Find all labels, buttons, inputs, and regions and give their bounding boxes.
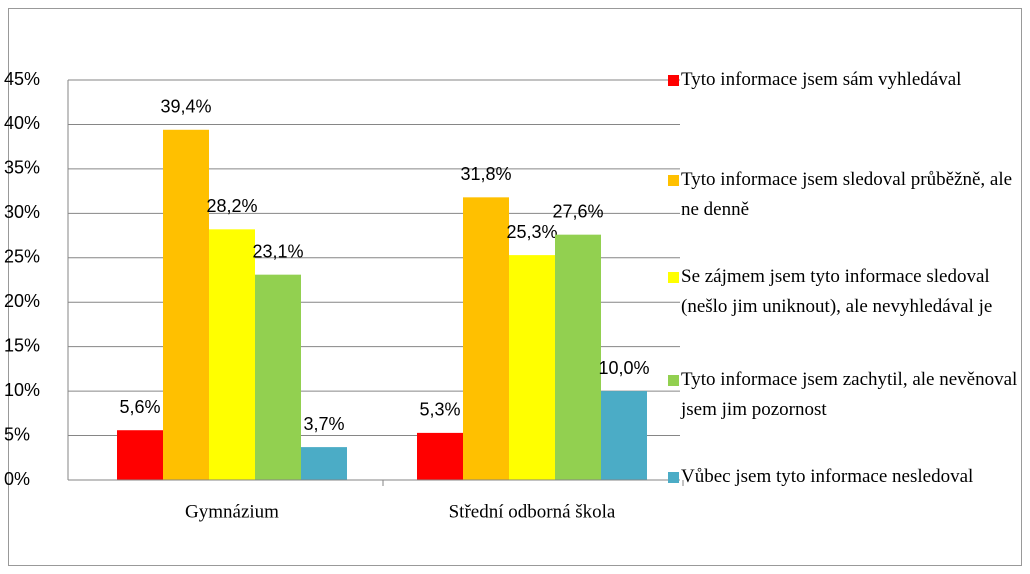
y-tick-label: 45%	[4, 69, 40, 89]
y-tick-label: 35%	[4, 158, 40, 178]
y-tick-label: 40%	[4, 113, 40, 133]
y-tick-label: 0%	[4, 469, 30, 489]
bar	[463, 197, 509, 481]
bar	[163, 129, 209, 480]
value-label: 10,0%	[598, 358, 649, 378]
value-label: 31,8%	[460, 164, 511, 184]
legend-label: Tyto informace jsem zachytil, ale nevěno…	[681, 369, 1018, 420]
value-label: 39,4%	[160, 97, 211, 117]
value-label: 5,3%	[419, 400, 460, 420]
value-label: 25,3%	[506, 222, 557, 242]
y-tick-label: 5%	[4, 424, 30, 444]
value-label: 3,7%	[303, 414, 344, 434]
value-label: 5,6%	[119, 397, 160, 417]
legend-entry: Tyto informace jsem zachytil, ale nevěno…	[668, 365, 1023, 425]
bar	[601, 391, 647, 480]
y-tick-label: 25%	[4, 247, 40, 267]
legend-entry: Tyto informace jsem sledoval průběžně, a…	[668, 165, 1023, 225]
legend-label: Tyto informace jsem sledoval průběžně, a…	[681, 169, 1013, 220]
y-tick-label: 10%	[4, 380, 40, 400]
legend-entry: Se zájmem jsem tyto informace sledoval (…	[668, 262, 1023, 322]
bar	[301, 447, 347, 480]
legend-entry: Tyto informace jsem sám vyhledával	[668, 65, 1023, 95]
legend-swatch	[668, 272, 679, 283]
legend-swatch	[668, 75, 679, 86]
legend-entry: Vůbec jsem tyto informace nesledoval	[668, 462, 1023, 492]
y-tick-label: 20%	[4, 291, 40, 311]
bar	[555, 234, 601, 480]
legend-swatch	[668, 175, 679, 186]
bar	[117, 430, 163, 480]
x-tick-label: Střední odborná škola	[449, 501, 616, 522]
value-label: 28,2%	[206, 196, 257, 216]
bar	[417, 432, 463, 480]
legend-label: Vůbec jsem tyto informace nesledoval	[681, 466, 974, 487]
chart-border	[8, 8, 1022, 566]
value-label: 27,6%	[552, 201, 603, 221]
legend-label: Tyto informace jsem sám vyhledával	[681, 69, 962, 90]
legend-label: Se zájmem jsem tyto informace sledoval (…	[681, 266, 993, 317]
bar	[509, 255, 555, 480]
y-tick-label: 30%	[4, 202, 40, 222]
legend-swatch	[668, 375, 679, 386]
bar	[209, 229, 255, 480]
value-label: 23,1%	[252, 241, 303, 261]
x-tick-label: Gymnázium	[185, 501, 279, 522]
bar	[255, 274, 301, 480]
y-tick-label: 15%	[4, 335, 40, 355]
legend-swatch	[668, 472, 679, 483]
